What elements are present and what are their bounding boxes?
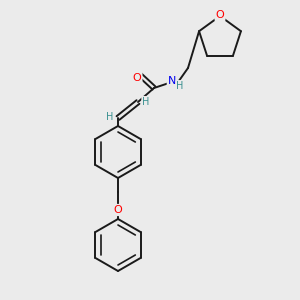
Text: N: N (168, 76, 176, 86)
Text: H: H (142, 97, 150, 107)
Text: H: H (106, 112, 114, 122)
Text: O: O (133, 73, 141, 83)
Text: H: H (176, 81, 184, 91)
Text: O: O (216, 10, 224, 20)
Text: O: O (114, 205, 122, 215)
